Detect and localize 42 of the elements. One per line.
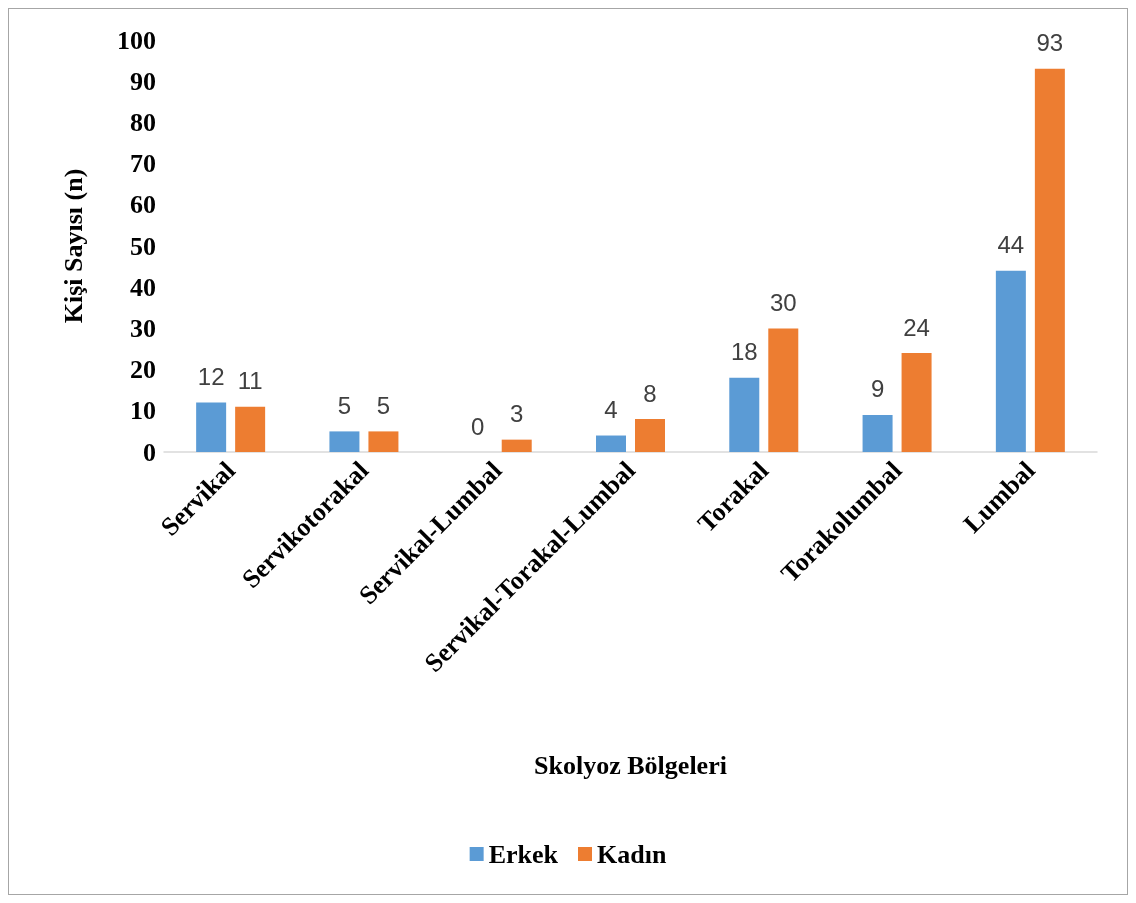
bar [596, 435, 626, 452]
y-tick-label: 20 [130, 355, 156, 385]
data-label: 44 [997, 231, 1025, 259]
y-tick-label: 40 [130, 272, 156, 302]
bar [901, 353, 932, 452]
data-label: 5 [376, 391, 391, 419]
bar [501, 439, 532, 452]
data-label: 9 [870, 375, 885, 403]
data-label: 18 [730, 338, 758, 366]
data-label: 4 [604, 396, 618, 424]
y-tick-label: 100 [117, 25, 156, 55]
data-label: 5 [337, 391, 352, 419]
data-label: 3 [510, 400, 524, 428]
bar [995, 270, 1026, 452]
data-label: 93 [1036, 29, 1064, 57]
bar [368, 431, 399, 452]
y-tick-label: 90 [130, 66, 156, 96]
y-tick-label: 60 [130, 190, 156, 220]
legend-label: Erkek [488, 839, 559, 869]
x-axis-title: Skolyoz Bölgeleri [534, 750, 727, 780]
data-label: 24 [903, 313, 930, 341]
y-axis-title: Kişi Sayısı (n) [58, 168, 88, 324]
bar [196, 402, 227, 452]
y-tick-label: 10 [130, 396, 156, 426]
legend-label: Kadın [596, 839, 667, 869]
y-tick-label: 70 [130, 149, 156, 179]
bar [729, 377, 760, 452]
bar [635, 419, 665, 452]
data-label: 8 [643, 379, 657, 407]
y-tick-label: 80 [130, 107, 156, 137]
bar [862, 414, 893, 452]
bar [1034, 68, 1065, 452]
data-label: 0 [471, 412, 485, 440]
data-label: 30 [769, 288, 797, 316]
bar [768, 328, 799, 452]
bar [235, 406, 266, 452]
y-tick-label: 30 [130, 313, 156, 343]
y-tick-label: 50 [130, 231, 156, 261]
data-label: 11 [237, 367, 263, 395]
bar [329, 431, 360, 452]
data-label: 12 [197, 363, 225, 391]
y-tick-label: 0 [143, 437, 156, 467]
